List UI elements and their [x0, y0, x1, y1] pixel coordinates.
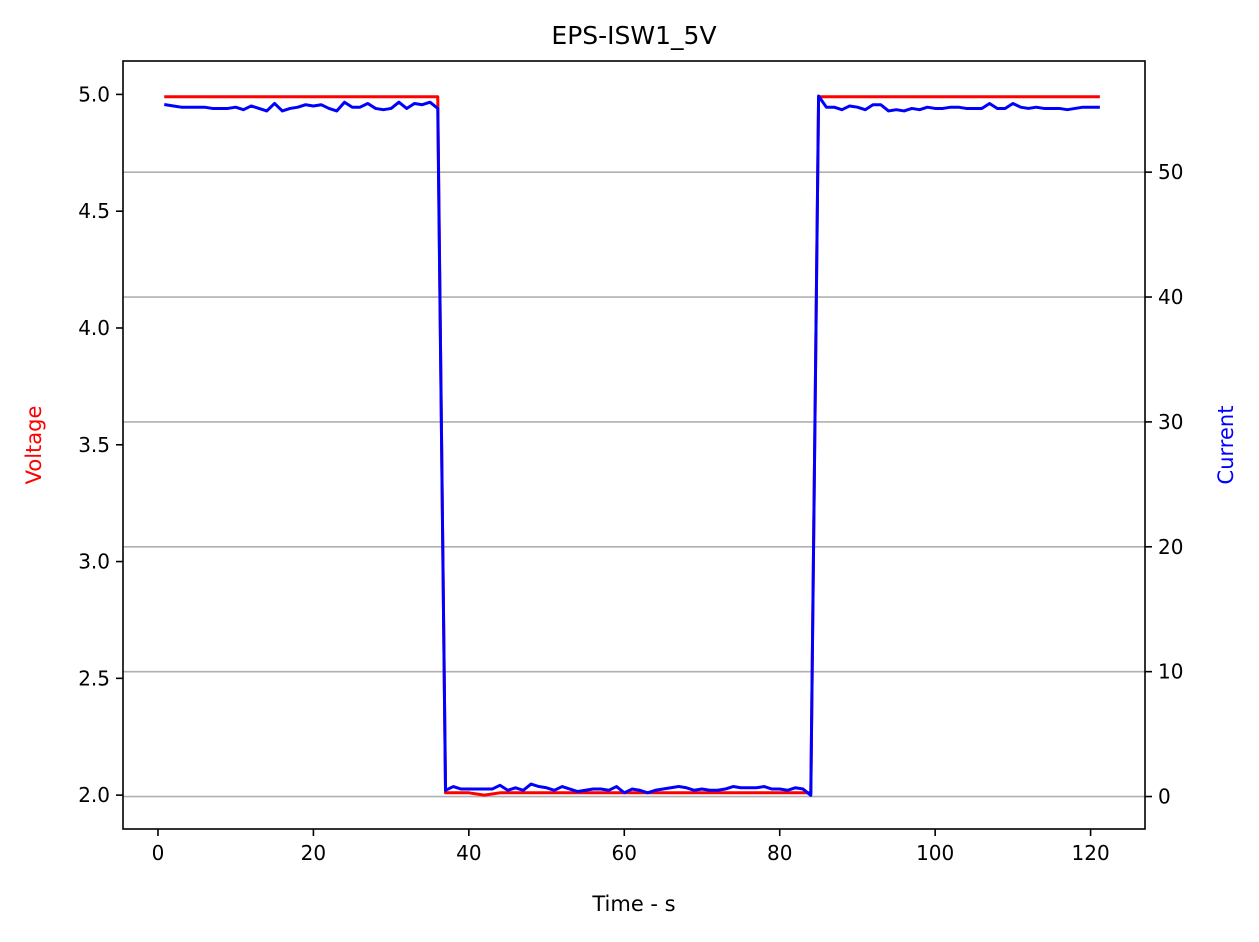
y-right-tick-label: 30 [1158, 410, 1183, 434]
y-left-tick-label: 2.5 [78, 666, 110, 690]
series-layer [164, 94, 1100, 797]
x-tick-label: 60 [612, 841, 637, 865]
y-left-tick-label: 2.0 [78, 783, 110, 807]
y-right-tick-label: 50 [1158, 160, 1183, 184]
grid-lines [123, 171, 1145, 798]
voltage-series-line [164, 95, 1100, 797]
x-tick-label: 0 [152, 841, 165, 865]
x-tick-label: 120 [1072, 841, 1110, 865]
y-right-tick-label: 10 [1158, 660, 1183, 684]
y-left-tick-label: 3.0 [78, 550, 110, 574]
y-right-tick-label: 40 [1158, 285, 1183, 309]
current-series-line [164, 94, 1100, 797]
y-axis-left-title: Voltage [22, 406, 46, 485]
y-right-tick-label: 0 [1158, 785, 1171, 809]
y-right-tick-label: 20 [1158, 535, 1183, 559]
y-left-tick-label: 4.5 [78, 199, 110, 223]
x-axis-title: Time - s [591, 892, 675, 916]
y-axis-right-title: Current [1214, 406, 1238, 485]
y-left-tick-label: 5.0 [78, 82, 110, 106]
chart-title: EPS-ISW1_5V [551, 21, 716, 50]
ticks-layer: 0 20 40 60 80 100 120 2.0 2.5 3.0 3.5 4.0 4.5 5.0 0 10 2… [78, 82, 1183, 865]
x-tick-label: 100 [916, 841, 954, 865]
x-tick-label: 80 [767, 841, 792, 865]
x-tick-label: 20 [301, 841, 326, 865]
y-left-tick-label: 4.0 [78, 316, 110, 340]
y-left-tick-label: 3.5 [78, 433, 110, 457]
x-tick-label: 40 [456, 841, 481, 865]
